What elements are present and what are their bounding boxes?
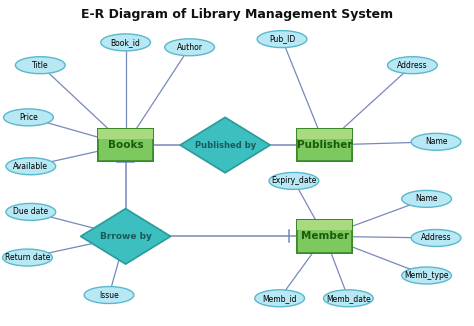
- Text: Pub_ID: Pub_ID: [269, 35, 295, 44]
- Text: Books: Books: [108, 140, 144, 150]
- Text: Publisher: Publisher: [297, 140, 353, 150]
- Text: Memb_type: Memb_type: [404, 271, 449, 280]
- FancyBboxPatch shape: [298, 220, 352, 253]
- Text: Name: Name: [425, 137, 447, 146]
- FancyBboxPatch shape: [298, 129, 352, 139]
- Ellipse shape: [402, 267, 451, 284]
- Ellipse shape: [3, 109, 53, 126]
- FancyBboxPatch shape: [298, 129, 352, 161]
- FancyBboxPatch shape: [298, 220, 352, 230]
- Text: Price: Price: [19, 113, 38, 122]
- Text: Brrowe by: Brrowe by: [100, 232, 152, 241]
- Text: Available: Available: [13, 162, 48, 171]
- Ellipse shape: [387, 57, 437, 74]
- Text: Member: Member: [301, 231, 349, 241]
- Ellipse shape: [84, 287, 134, 304]
- Text: Memb_id: Memb_id: [263, 294, 297, 303]
- Polygon shape: [180, 117, 270, 173]
- Ellipse shape: [411, 133, 461, 150]
- FancyBboxPatch shape: [296, 128, 353, 162]
- FancyBboxPatch shape: [296, 219, 353, 254]
- Ellipse shape: [402, 190, 451, 207]
- FancyBboxPatch shape: [99, 129, 153, 139]
- Text: Author: Author: [177, 43, 202, 52]
- Ellipse shape: [255, 290, 304, 307]
- Ellipse shape: [6, 158, 56, 175]
- Text: Name: Name: [415, 194, 438, 203]
- Text: Expiry_date: Expiry_date: [271, 176, 317, 185]
- Text: Published by: Published by: [195, 141, 255, 150]
- Ellipse shape: [411, 230, 461, 246]
- Ellipse shape: [16, 57, 65, 74]
- Text: Issue: Issue: [99, 290, 119, 300]
- Text: Book_id: Book_id: [110, 38, 141, 47]
- Ellipse shape: [269, 172, 319, 189]
- Text: Due date: Due date: [13, 207, 48, 216]
- Ellipse shape: [100, 34, 151, 51]
- Text: Memb_date: Memb_date: [326, 294, 371, 303]
- Ellipse shape: [257, 31, 307, 48]
- Ellipse shape: [6, 203, 56, 220]
- Text: E-R Diagram of Library Management System: E-R Diagram of Library Management System: [81, 8, 393, 21]
- Ellipse shape: [323, 290, 373, 307]
- Text: Title: Title: [32, 61, 49, 70]
- FancyBboxPatch shape: [97, 128, 155, 162]
- Polygon shape: [81, 209, 171, 264]
- FancyBboxPatch shape: [99, 129, 153, 161]
- Text: Return date: Return date: [5, 253, 50, 262]
- Ellipse shape: [3, 249, 52, 266]
- Text: Address: Address: [397, 61, 428, 70]
- Text: Address: Address: [421, 233, 451, 243]
- Ellipse shape: [165, 39, 214, 56]
